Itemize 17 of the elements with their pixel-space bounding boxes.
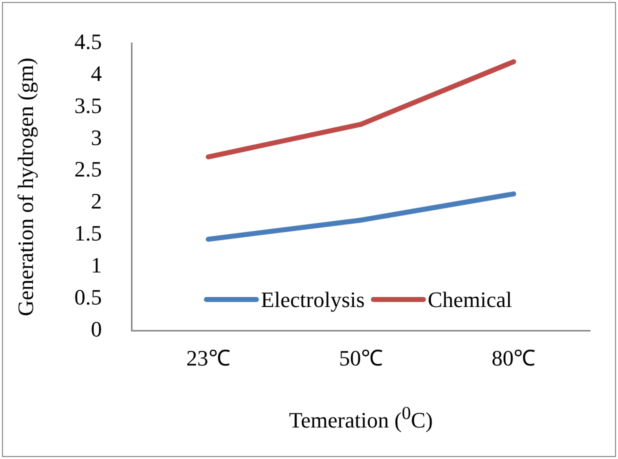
legend-label: Chemical: [428, 286, 512, 313]
y-tick-label: 0.5: [74, 284, 102, 310]
x-axis-title: Temeration ($^{0}$C): [289, 402, 433, 433]
y-axis-title: Generation of hydrogen (gm): [12, 58, 38, 316]
y-tick-label: 4: [90, 60, 102, 86]
y-tick-label: 3.5: [74, 92, 102, 118]
x-tick-label: 80℃: [492, 346, 536, 371]
y-tick-label: 3: [90, 124, 102, 150]
x-tick-label: 23℃: [186, 346, 230, 371]
y-tick-label: 2: [90, 188, 102, 214]
y-tick-label: 1: [90, 252, 102, 278]
y-tick-label: 4.5: [74, 28, 102, 54]
y-tick-label: 1.5: [74, 220, 102, 246]
x-tick-label: 50℃: [338, 346, 383, 371]
y-tick-label: 0: [90, 316, 102, 342]
legend-label: Electrolysis: [260, 286, 365, 313]
y-tick-label: 2.5: [74, 156, 102, 182]
